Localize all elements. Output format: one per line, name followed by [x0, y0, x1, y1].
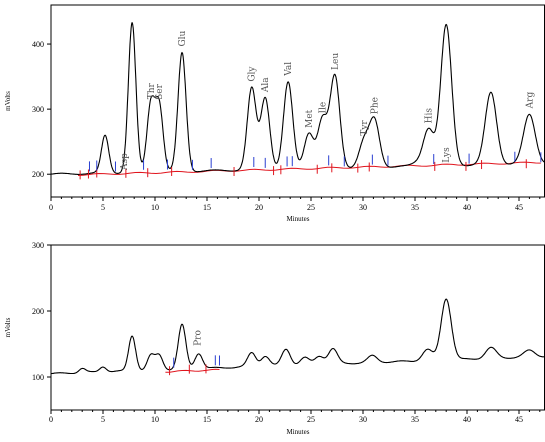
chart-panel-1: 0 5 10 15 20 25 30 35 40 45 200 300 400 Minutes mVolts…: [4, 4, 545, 223]
x-tick-label: 10: [151, 415, 159, 424]
peak-label: His: [425, 108, 435, 124]
peak-label: Ser: [155, 83, 165, 99]
peak-label: Val: [284, 62, 294, 77]
chromatogram-trace: [50, 22, 545, 175]
peak-label: Ile: [318, 102, 328, 114]
x-tick-label: 10: [151, 203, 159, 212]
y-axis-title: mVolts: [4, 91, 12, 111]
y-tick-label: 200: [32, 170, 44, 179]
x-tick-label: 5: [101, 415, 105, 424]
y-tick-label: 400: [32, 40, 44, 49]
chart-panel-2: 0 5 10 15 20 25 30 35 40 45 100 200 300 Minutes mVolts…: [4, 241, 545, 436]
x-tick-label: 45: [515, 203, 523, 212]
x-tick-label: 25: [307, 203, 315, 212]
peak-label: Tyr: [360, 120, 370, 136]
peak-label: Phe: [370, 97, 380, 114]
peak-label: Met: [305, 109, 315, 128]
x-tick-label: 35: [411, 415, 419, 424]
x-tick-label: 45: [515, 415, 523, 424]
y-tick-label: 200: [32, 307, 44, 316]
chromatogram-trace: [50, 298, 545, 375]
x-tick-label: 40: [463, 415, 471, 424]
peak-label: Lys: [442, 147, 452, 163]
peak-label: Glu: [178, 30, 188, 46]
x-axis-title: Minutes: [287, 215, 310, 223]
y-tick-label: 300: [32, 105, 44, 114]
x-tick-label: 20: [255, 415, 263, 424]
x-tick-label: 30: [359, 203, 367, 212]
plot-frame: [50, 244, 545, 411]
x-axis-title: Minutes: [287, 428, 310, 436]
x-tick-label: 20: [255, 203, 263, 212]
peak-label: Pro: [194, 330, 204, 346]
y-tick-label: 100: [32, 373, 44, 382]
peak-label: Gly: [248, 66, 258, 82]
x-tick-label: 0: [49, 203, 53, 212]
x-tick-label: 15: [203, 415, 211, 424]
x-tick-label: 5: [101, 203, 105, 212]
peak-label: Ala: [261, 77, 271, 93]
y-tick-label: 300: [32, 241, 44, 250]
x-tick-label: 30: [359, 415, 367, 424]
peak-label: Thr: [147, 82, 157, 99]
peak-label: Arg: [525, 92, 535, 110]
integration-baseline: [165, 368, 220, 373]
peak-label: Leu: [331, 53, 341, 70]
x-tick-label: 35: [411, 203, 419, 212]
y-axis-title: mVolts: [4, 317, 12, 337]
x-tick-label: 0: [49, 415, 53, 424]
x-tick-label: 40: [463, 203, 471, 212]
x-tick-label: 15: [203, 203, 211, 212]
peak-label: Asp: [120, 153, 130, 171]
x-tick-label: 25: [307, 415, 315, 424]
